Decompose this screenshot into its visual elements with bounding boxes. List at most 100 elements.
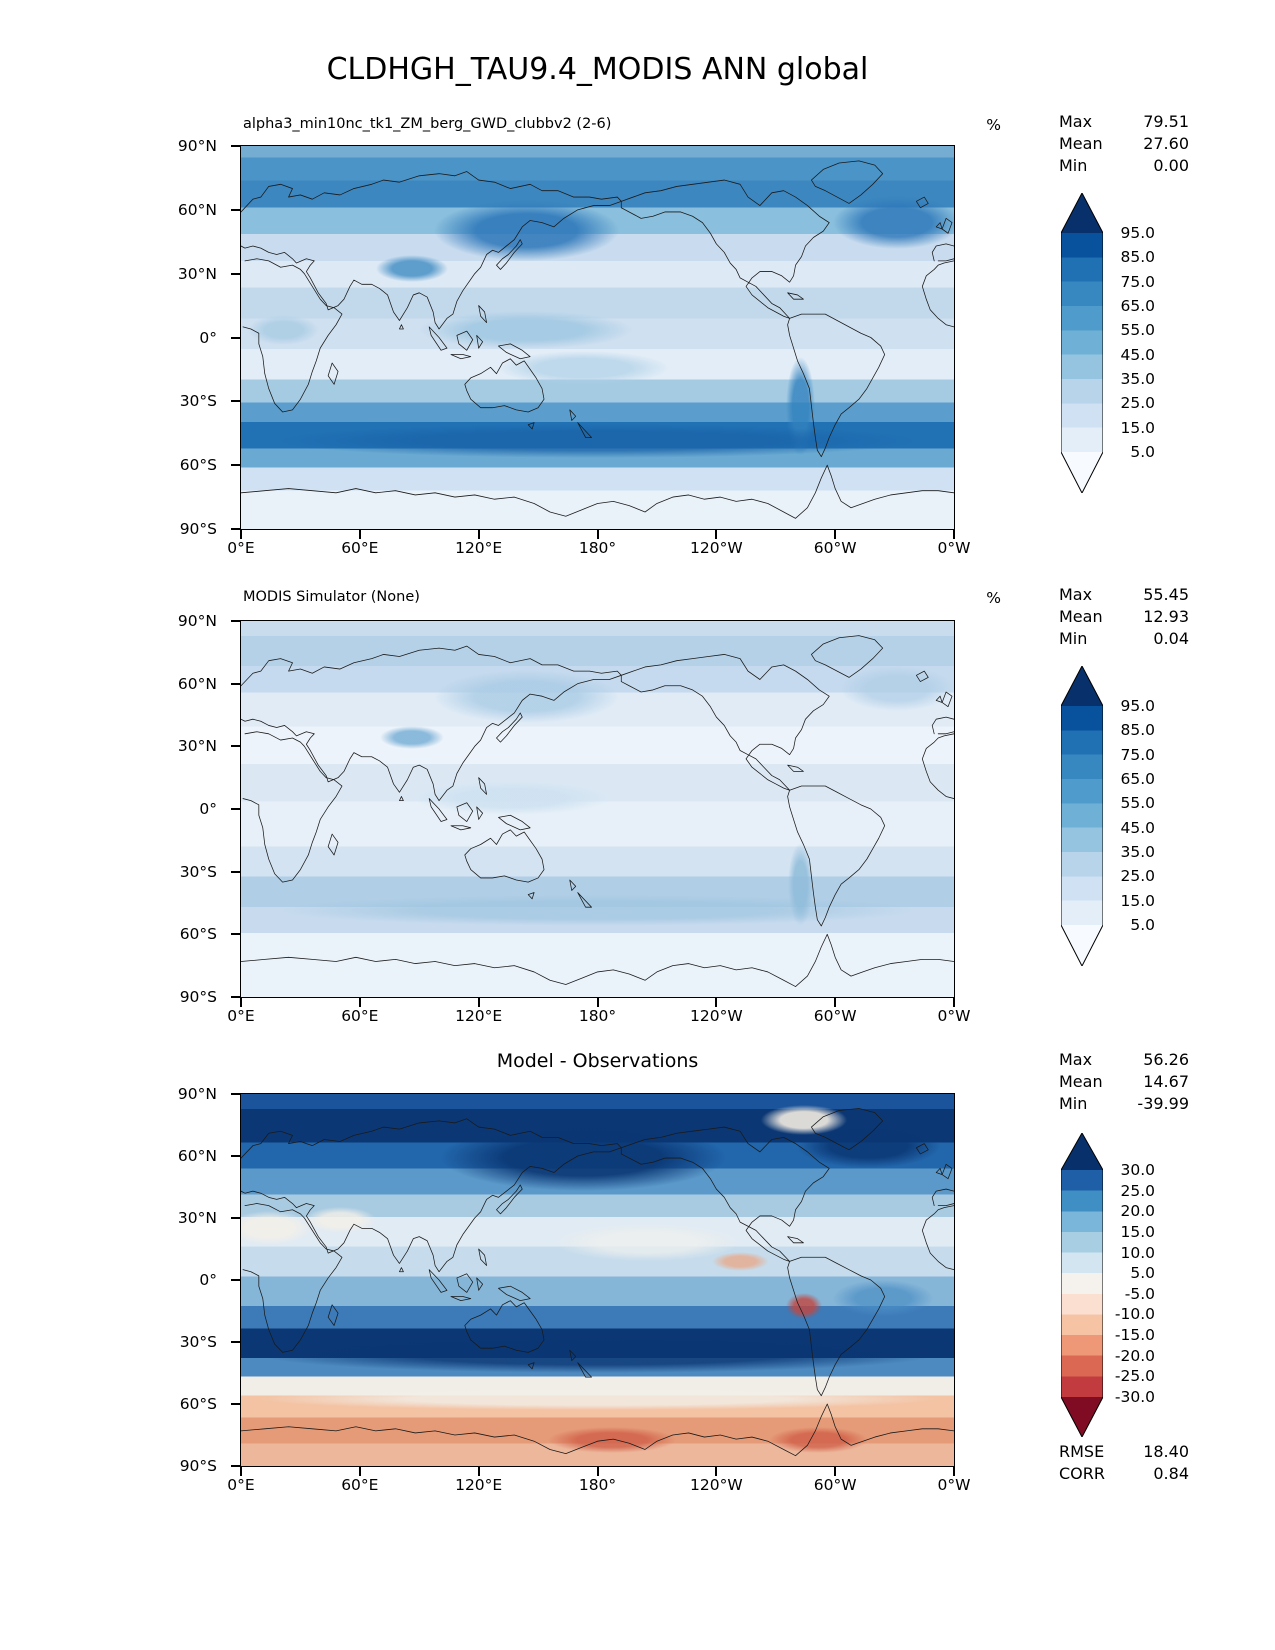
colorbar-level-label: 35.0 <box>1120 842 1155 861</box>
field-feature-blob <box>797 1123 940 1169</box>
colorbar-level-label: 20.0 <box>1120 1202 1155 1221</box>
lon-tick-label: 180° <box>578 1007 617 1025</box>
field-feature-blob <box>711 1252 769 1271</box>
stat-max-label: Max <box>1059 1050 1093 1069</box>
lon-tick-label: 60°E <box>341 1007 379 1025</box>
stat-mean-value: 14.67 <box>1143 1072 1189 1091</box>
stat-rmse-label: RMSE <box>1059 1442 1105 1461</box>
panel2-unit-label: % <box>986 589 1001 607</box>
field-feature-blob <box>258 1335 937 1373</box>
panel2-stats: Max 55.45 Mean 12.93 Min 0.04 <box>1059 584 1189 650</box>
stat-min-value: 0.00 <box>1153 156 1189 175</box>
map-panel3: 90°N 60°N 30°N 0° 30°S 60°S 90°S 0°E 60°E 120°E 1… <box>178 1085 971 1494</box>
stat-mean: Mean 27.60 <box>1059 133 1189 155</box>
stat-mean-value: 27.60 <box>1143 134 1189 153</box>
panel1-unit-label: % <box>986 116 1001 134</box>
field-feature-blob <box>419 310 634 349</box>
colorbar-level-label: -20.0 <box>1114 1346 1155 1365</box>
colorbar-level-label: 5.0 <box>1130 915 1155 934</box>
lat-tick-label: 60°S <box>179 925 217 944</box>
lon-tick-label: 0°E <box>227 1007 255 1025</box>
lon-tick-label: 120°E <box>455 1476 503 1494</box>
lon-tick-mark <box>953 1467 955 1476</box>
colorbar-level-label: -25.0 <box>1114 1367 1155 1386</box>
lon-tick-mark <box>240 998 242 1007</box>
lat-tick-label: 30°S <box>179 392 217 411</box>
field-feature-blob <box>832 195 954 250</box>
lat-tick-mark <box>231 1155 240 1157</box>
map-panel1: 90°N 60°N 30°N 0° 30°S 60°S 90°S 0°E 60°E 120°E 1… <box>178 137 971 557</box>
colorbar-level-label: 15.0 <box>1120 418 1155 437</box>
colorbar-level-label: 10.0 <box>1120 1243 1155 1262</box>
lon-tick-mark <box>596 530 599 539</box>
lat-tick-mark <box>231 1403 240 1405</box>
lon-tick-mark <box>715 998 718 1007</box>
lon-tick-label: 60°W <box>813 1007 857 1025</box>
colorbar-level-label: 85.0 <box>1120 721 1155 740</box>
lon-tick-label: 0°W <box>937 1476 971 1494</box>
lon-tick-mark <box>834 1467 837 1476</box>
lat-tick-mark <box>231 400 240 403</box>
lat-tick-mark <box>231 208 240 211</box>
stat-mean-value: 12.93 <box>1143 607 1189 626</box>
stat-mean-label: Mean <box>1059 134 1103 153</box>
lat-tick-label: 90°S <box>179 988 217 1006</box>
lon-tick-mark <box>596 1467 599 1476</box>
field-feature-blob <box>554 1224 741 1262</box>
colorbar-level-label: 75.0 <box>1120 272 1155 291</box>
lon-tick-label: 120°W <box>689 1007 743 1025</box>
field-feature-blob <box>786 1293 823 1320</box>
colorbar-panel1 <box>1061 193 1103 493</box>
stat-max-label: Max <box>1059 112 1093 131</box>
field-feature-blob <box>839 666 954 712</box>
colorbar-level-label: 15.0 <box>1120 891 1155 910</box>
lat-tick-label: 30°S <box>179 1333 217 1351</box>
colorbar-level-label: 65.0 <box>1120 769 1155 788</box>
lon-tick-mark <box>834 530 837 539</box>
lon-tick-mark <box>715 1467 718 1476</box>
lon-tick-label: 120°W <box>689 1476 743 1494</box>
colorbar-gradient-icon <box>1061 1133 1103 1437</box>
field-feature-blob <box>276 423 919 459</box>
lat-axis-panel3: 90°N 60°N 30°N 0° 30°S 60°S 90°S <box>137 1085 229 1475</box>
colorbar-level-label: 85.0 <box>1120 248 1155 267</box>
colorbar-level-label: 65.0 <box>1120 296 1155 315</box>
colorbar-level-label: -15.0 <box>1114 1326 1155 1345</box>
lat-tick-label: 60°N <box>177 1147 217 1165</box>
map-field-panel3 <box>241 1094 954 1466</box>
lat-tick-mark <box>231 272 240 275</box>
stat-mean: Mean 14.67 <box>1059 1071 1189 1093</box>
stat-min-label: Min <box>1059 1094 1088 1113</box>
colorbar-level-label: 55.0 <box>1120 321 1155 340</box>
field-feature-blob <box>248 314 320 346</box>
colorbar-level-label: 30.0 <box>1120 1160 1155 1179</box>
lon-tick-mark <box>953 998 955 1007</box>
colorbar-level-label: 25.0 <box>1120 1181 1155 1200</box>
stat-min-label: Min <box>1059 629 1088 648</box>
colorbar-level-label: 55.0 <box>1120 794 1155 813</box>
colorbar-level-label: 5.0 <box>1130 442 1155 461</box>
lat-tick-mark <box>231 870 240 873</box>
lat-tick-mark <box>231 464 240 467</box>
panel2-title: MODIS Simulator (None) <box>243 589 420 605</box>
lat-tick-label: 30°S <box>179 862 217 881</box>
lat-tick-mark <box>231 145 240 147</box>
colorbar-gradient-icon <box>1061 666 1103 966</box>
colorbar-panel2 <box>1061 666 1103 966</box>
stat-max: Max 79.51 <box>1059 111 1189 133</box>
lat-axis-panel1: 90°N 60°N 30°N 0° 30°S 60°S 90°S <box>137 137 229 538</box>
field-feature-blob <box>380 726 445 749</box>
lat-tick-mark <box>231 808 240 810</box>
field-feature-blob <box>276 895 919 926</box>
lat-tick-mark <box>231 933 240 936</box>
stat-mean: Mean 12.93 <box>1059 606 1189 628</box>
stat-min-value: 0.04 <box>1153 629 1189 648</box>
lat-tick-label: 90°N <box>177 1085 217 1103</box>
stat-corr-label: CORR <box>1059 1464 1105 1483</box>
lon-tick-label: 120°W <box>689 539 743 557</box>
lon-tick-mark <box>240 530 242 539</box>
lat-tick-label: 60°N <box>177 674 217 693</box>
field-feature-blob <box>497 350 669 386</box>
map-field-panel1 <box>241 146 954 529</box>
